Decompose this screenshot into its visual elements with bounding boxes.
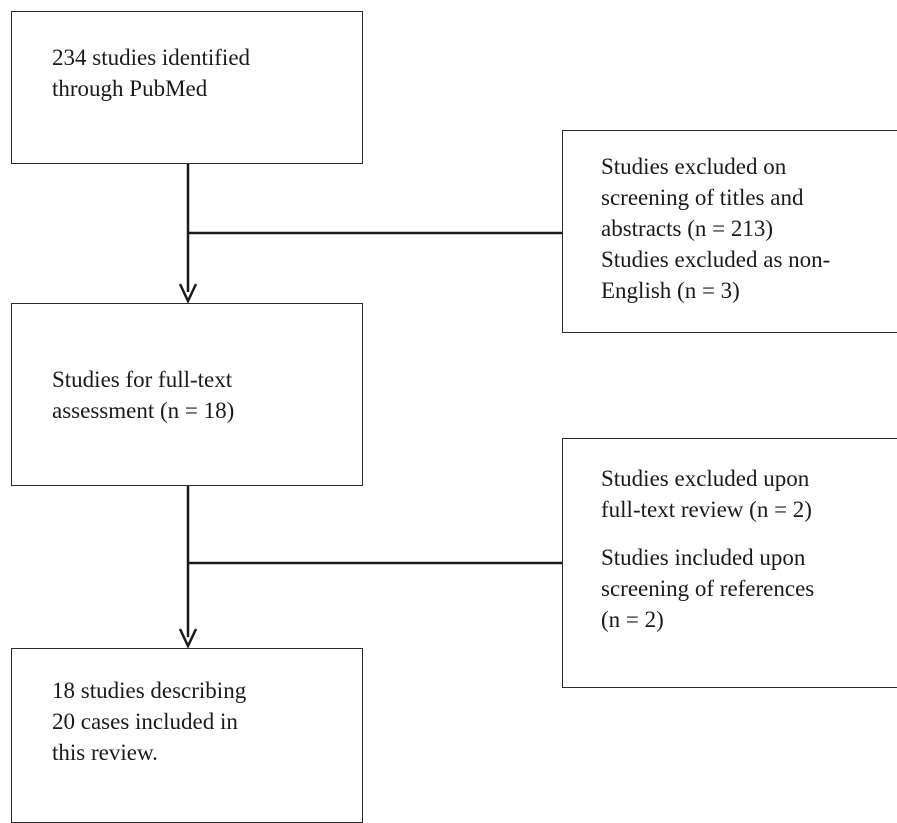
box-excluded-review-line-4: screening of references <box>601 576 815 601</box>
box-excluded-screening-line-2: screening of titles and <box>601 185 804 210</box>
box-included-line-2: 20 cases included in <box>52 709 238 734</box>
box-included-line-3: this review. <box>52 740 158 765</box>
box-excluded-screening-line-1: Studies excluded on <box>601 154 787 179</box>
box-excluded-screening-line-4: Studies excluded as non- <box>601 247 831 272</box>
box-included-line-1: 18 studies describing <box>52 678 247 703</box>
arrowhead-to-included <box>178 628 198 649</box>
box-excluded-review-line-5: (n = 2) <box>601 607 664 632</box>
box-full-text: Studies for full-text assessment (n = 18… <box>11 303 363 486</box>
box-excluded-review-line-2: full-text review (n = 2) <box>601 497 812 522</box>
box-excluded-screening-line-3: abstracts (n = 213) <box>601 216 774 241</box>
group-spacer <box>601 525 897 542</box>
box-excluded-review-line-3: Studies included upon <box>601 545 806 570</box>
box-excluded-screening-line-5: English (n = 3) <box>601 278 740 303</box>
box-full-text-line-2: assessment (n = 18) <box>52 398 235 423</box>
box-identified-line-1: 234 studies identified <box>52 45 251 70</box>
box-identified: 234 studies identified through PubMed <box>11 11 363 164</box>
box-identified-line-2: through PubMed <box>52 76 208 101</box>
box-included: 18 studies describing 20 cases included … <box>11 648 363 823</box>
box-excluded-review: Studies excluded upon full-text review (… <box>562 438 897 688</box>
box-excluded-review-line-1: Studies excluded upon <box>601 466 810 491</box>
box-excluded-screening: Studies excluded on screening of titles … <box>562 130 897 333</box>
box-full-text-line-1: Studies for full-text <box>52 367 233 392</box>
arrowhead-to-fulltext <box>178 283 198 304</box>
